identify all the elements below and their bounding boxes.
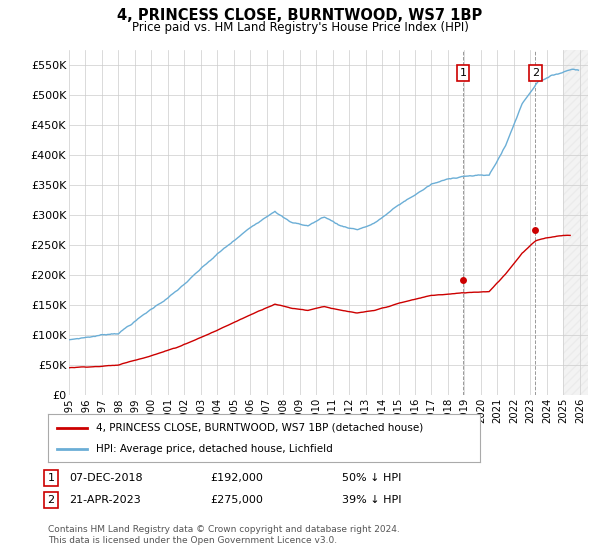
- Text: HPI: Average price, detached house, Lichfield: HPI: Average price, detached house, Lich…: [95, 444, 332, 454]
- Text: £275,000: £275,000: [210, 495, 263, 505]
- Text: 21-APR-2023: 21-APR-2023: [69, 495, 141, 505]
- Text: Price paid vs. HM Land Registry's House Price Index (HPI): Price paid vs. HM Land Registry's House …: [131, 21, 469, 34]
- Text: 1: 1: [47, 473, 55, 483]
- Text: 39% ↓ HPI: 39% ↓ HPI: [342, 495, 401, 505]
- Text: 07-DEC-2018: 07-DEC-2018: [69, 473, 143, 483]
- Text: 4, PRINCESS CLOSE, BURNTWOOD, WS7 1BP: 4, PRINCESS CLOSE, BURNTWOOD, WS7 1BP: [118, 8, 482, 24]
- Text: £192,000: £192,000: [210, 473, 263, 483]
- Text: 1: 1: [460, 68, 467, 78]
- Text: 2: 2: [532, 68, 539, 78]
- Text: Contains HM Land Registry data © Crown copyright and database right 2024.
This d: Contains HM Land Registry data © Crown c…: [48, 525, 400, 545]
- Text: 2: 2: [47, 495, 55, 505]
- Text: 50% ↓ HPI: 50% ↓ HPI: [342, 473, 401, 483]
- Text: 4, PRINCESS CLOSE, BURNTWOOD, WS7 1BP (detached house): 4, PRINCESS CLOSE, BURNTWOOD, WS7 1BP (d…: [95, 423, 423, 433]
